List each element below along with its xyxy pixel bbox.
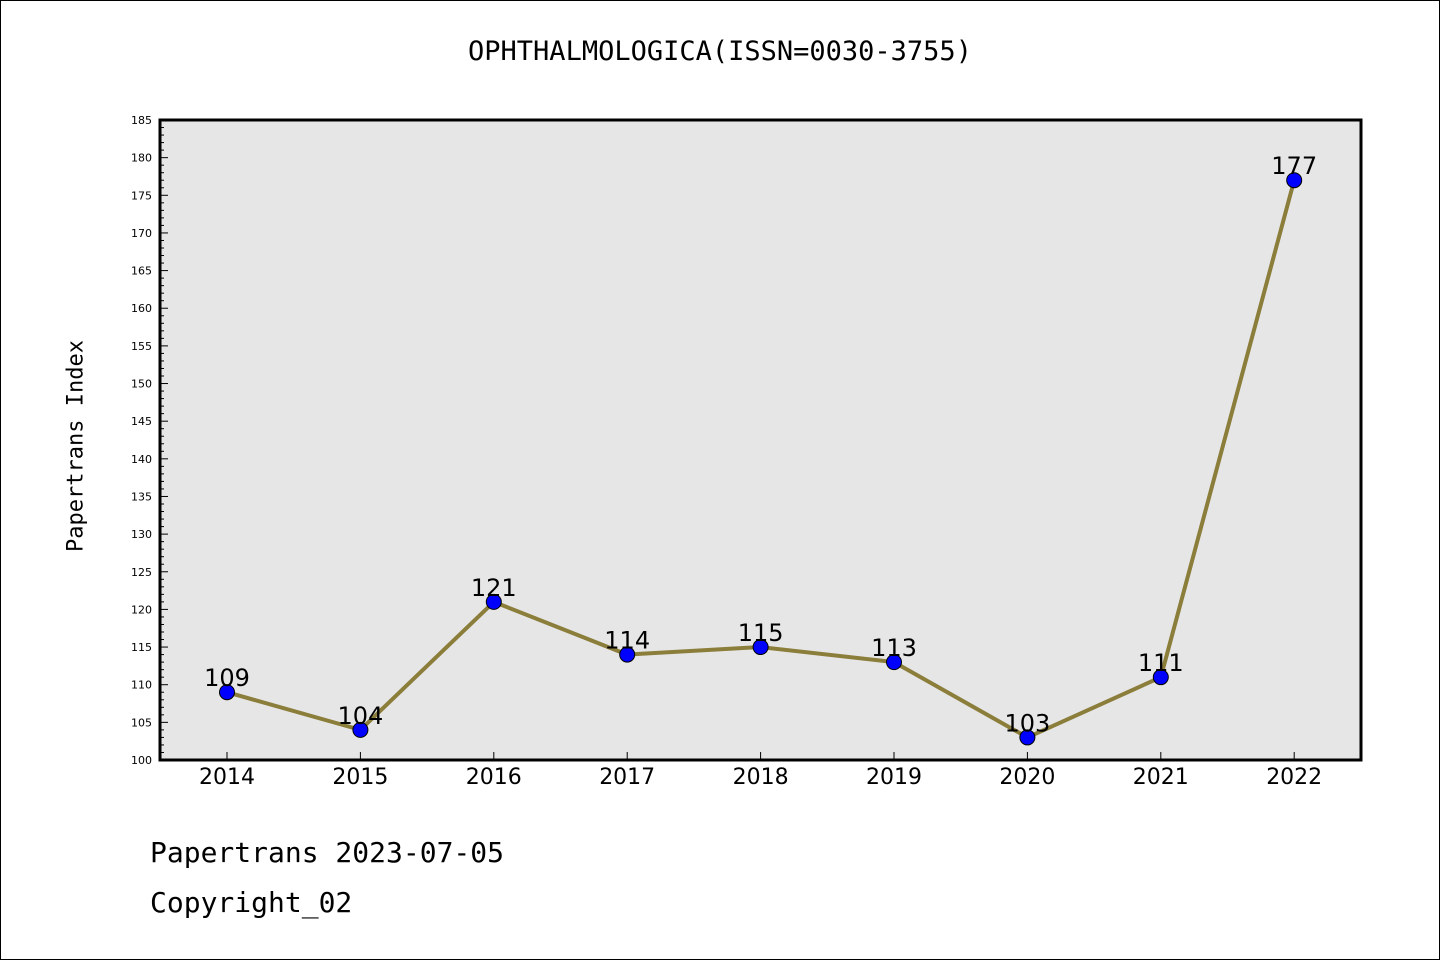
data-point xyxy=(352,721,369,738)
data-point xyxy=(619,646,636,663)
data-label: 111 xyxy=(1138,649,1184,677)
y-tick-label: 105 xyxy=(131,716,152,729)
x-tick-label: 2020 xyxy=(999,765,1055,790)
data-point xyxy=(219,684,235,701)
footer-copyright: Copyright_02 xyxy=(150,886,353,919)
y-tick-label: 140 xyxy=(131,453,152,466)
data-point xyxy=(1152,669,1169,686)
y-tick-label: 180 xyxy=(131,152,152,165)
y-tick-label: 160 xyxy=(131,302,152,315)
y-tick-label: 120 xyxy=(131,603,152,616)
y-tick-label: 175 xyxy=(131,189,152,202)
y-tick-label: 150 xyxy=(131,378,152,391)
y-tick-label: 125 xyxy=(131,566,152,579)
x-tick-label: 2019 xyxy=(866,765,922,790)
data-labels: 109 104 121 114 115 113 103 111 177 xyxy=(204,152,1317,737)
data-label: 114 xyxy=(604,627,650,655)
y-tick-label: 130 xyxy=(131,528,152,541)
data-label: 121 xyxy=(471,574,517,602)
data-point xyxy=(752,639,769,656)
x-axis: 2014 2015 2016 2017 2018 2019 2020 2021 2022 xyxy=(199,752,1322,790)
x-tick-label: 2014 xyxy=(199,765,255,790)
x-tick-label: 2022 xyxy=(1266,765,1322,790)
data-point xyxy=(1019,729,1036,746)
data-point xyxy=(485,593,502,610)
plot-border xyxy=(158,118,1363,762)
x-tick-label: 2016 xyxy=(466,765,522,790)
footer-date: Papertrans 2023-07-05 xyxy=(150,836,505,869)
x-tick-label: 2018 xyxy=(733,765,789,790)
data-label: 113 xyxy=(871,634,917,662)
y-tick-label: 110 xyxy=(131,679,152,692)
y-axis: 100 105 110 115 120 125 130 135 140 145 150 155 160 1… xyxy=(131,114,168,767)
markers xyxy=(219,172,1303,746)
x-tick-label: 2015 xyxy=(332,765,388,790)
y-tick-label: 185 xyxy=(131,114,152,127)
data-label: 109 xyxy=(204,664,250,692)
data-label: 103 xyxy=(1004,709,1050,737)
y-tick-label: 155 xyxy=(131,340,152,353)
y-tick-label: 135 xyxy=(131,490,152,503)
data-label: 104 xyxy=(337,702,383,730)
y-tick-label: 170 xyxy=(131,227,152,240)
y-tick-label: 145 xyxy=(131,415,152,428)
y-tick-label: 165 xyxy=(131,265,152,278)
x-tick-label: 2021 xyxy=(1133,765,1189,790)
x-tick-label: 2017 xyxy=(599,765,655,790)
data-point xyxy=(886,654,902,671)
data-label: 177 xyxy=(1271,152,1317,180)
data-point xyxy=(1286,172,1303,189)
data-label: 115 xyxy=(738,619,784,647)
y-tick-label: 115 xyxy=(131,641,152,654)
y-tick-label: 100 xyxy=(131,754,152,767)
chart-title: OPHTHALMOLOGICA(ISSN=0030-3755) xyxy=(468,36,972,67)
